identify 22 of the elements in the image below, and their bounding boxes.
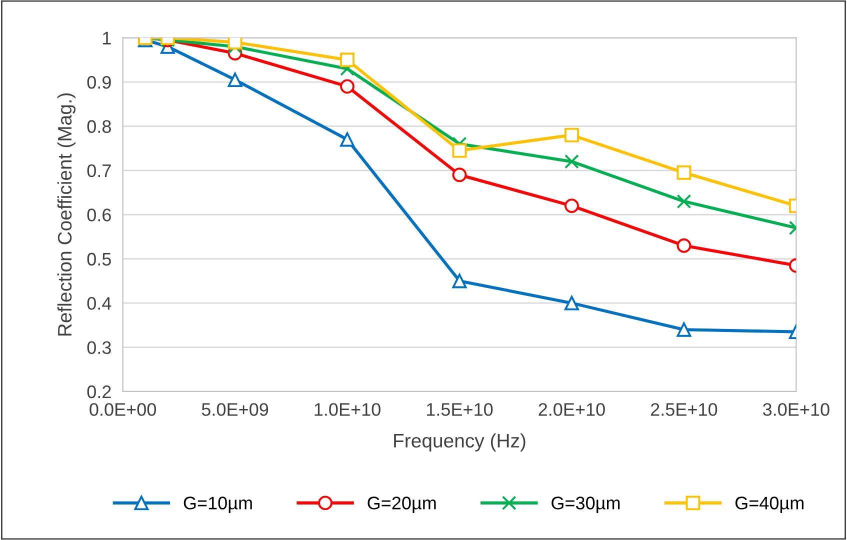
x-axis-title: Frequency (Hz) <box>394 433 526 452</box>
y-tick-label: 0.4 <box>87 297 112 310</box>
y-tick-label: 0.5 <box>87 252 111 266</box>
y-tick-label: 0.8 <box>87 120 111 133</box>
x-tick-label: 3.0E+10 <box>762 403 830 416</box>
x-tick-label: 2.0E+10 <box>538 403 605 416</box>
x-tick-label: 2.5E+10 <box>650 403 718 416</box>
x-tick-label: 1.5E+10 <box>426 403 493 416</box>
y-tick-label: 0.9 <box>87 76 111 89</box>
y-tick-label: 0.3 <box>87 341 111 354</box>
x-tick-label: 1.0E+10 <box>314 403 380 416</box>
x-tick-label: 0.0E+00 <box>90 403 156 416</box>
y-tick-label: 0.7 <box>87 164 111 178</box>
y-tick-label: 0.6 <box>87 208 111 222</box>
x-tick-label: 5.0E+09 <box>202 403 268 416</box>
y-tick-label: 0.2 <box>87 385 111 398</box>
y-axis-title: Reflection Coefficient (Mag.) <box>57 93 76 336</box>
legend-label: G=20µm <box>368 496 436 514</box>
legend-label: G=30µm <box>552 496 620 514</box>
legend-label: G=10µm <box>184 496 252 514</box>
y-tick-label: 1 <box>103 32 111 44</box>
legend-label: G=40µm <box>735 496 804 514</box>
